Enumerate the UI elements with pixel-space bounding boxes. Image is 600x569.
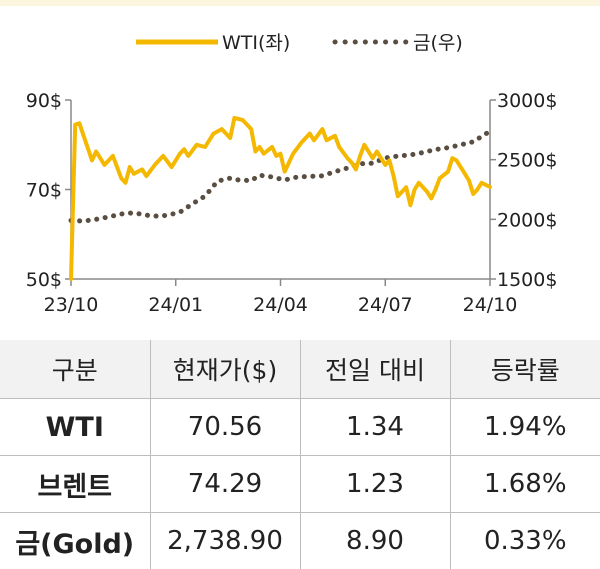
left-y-tick-label: 50$ bbox=[26, 269, 62, 291]
x-tick-label: 23/10 bbox=[44, 294, 99, 316]
row-change-rate: 1.68% bbox=[450, 456, 600, 513]
axis-ticks: 23/10 24/01 24/04 24/07 24/10 90$ 70$ 50$ 3000$ 2… bbox=[26, 90, 558, 316]
x-tick-label: 24/01 bbox=[148, 294, 203, 316]
right-y-tick-label: 1500$ bbox=[497, 269, 557, 291]
legend-wti-label: WTI(좌) bbox=[222, 32, 290, 54]
row-change-rate: 1.94% bbox=[450, 399, 600, 456]
table-header-row: 구분 현재가($) 전일 대비 등락률 bbox=[0, 340, 600, 399]
price-table: 구분 현재가($) 전일 대비 등락률 WTI 70.56 1.34 1.94%… bbox=[0, 340, 600, 569]
x-tick-label: 24/07 bbox=[358, 294, 413, 316]
header-category: 구분 bbox=[0, 340, 150, 399]
row-current-price: 74.29 bbox=[150, 456, 300, 513]
table-row-wti: WTI 70.56 1.34 1.94% bbox=[0, 399, 600, 456]
header-current-price: 현재가($) bbox=[150, 340, 300, 399]
left-y-tick-label: 90$ bbox=[26, 90, 62, 112]
right-y-tick-label: 2000$ bbox=[497, 209, 557, 231]
series-layer bbox=[71, 118, 490, 279]
right-y-tick-label: 3000$ bbox=[497, 90, 557, 112]
row-day-change: 1.34 bbox=[300, 399, 450, 456]
series-line-wti bbox=[71, 118, 490, 279]
price-chart: WTI(좌) 금(우) 23/10 24/01 24/04 24/07 24/10 90$… bbox=[0, 0, 600, 335]
row-day-change: 1.23 bbox=[300, 456, 450, 513]
row-current-price: 70.56 bbox=[150, 399, 300, 456]
row-label: WTI bbox=[0, 399, 150, 456]
x-tick-label: 24/10 bbox=[463, 294, 518, 316]
left-y-tick-label: 70$ bbox=[26, 180, 62, 202]
table-row-brent: 브렌트 74.29 1.23 1.68% bbox=[0, 456, 600, 513]
x-tick-label: 24/04 bbox=[253, 294, 308, 316]
legend-gold-label: 금(우) bbox=[413, 32, 463, 54]
right-y-tick-label: 2500$ bbox=[497, 150, 557, 172]
header-change-rate: 등락률 bbox=[450, 340, 600, 399]
series-line-gold bbox=[71, 131, 490, 221]
row-label: 브렌트 bbox=[0, 456, 150, 513]
header-day-change: 전일 대비 bbox=[300, 340, 450, 399]
chart-legend: WTI(좌) 금(우) bbox=[136, 32, 463, 54]
